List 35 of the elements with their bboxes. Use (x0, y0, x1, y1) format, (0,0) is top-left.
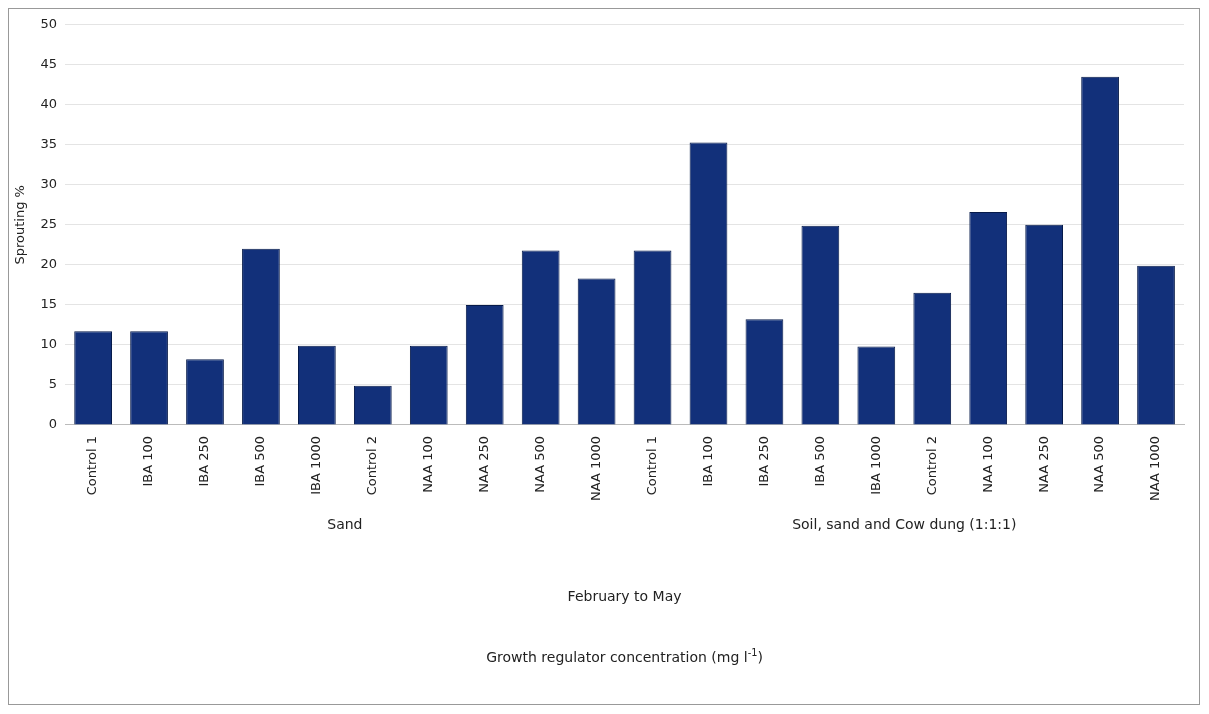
x-tick-label: NAA 500 (1091, 435, 1107, 493)
y-tick-label: 45 (40, 56, 58, 72)
x-tick-label: IBA 250 (755, 435, 771, 487)
x-tick-label: Control 2 (923, 435, 939, 496)
x-tick-label: IBA 250 (196, 435, 212, 487)
y-tick-label: 5 (48, 376, 58, 392)
y-tick-label: 30 (40, 176, 58, 192)
x-tick-label: NAA 250 (476, 435, 492, 493)
y-tick-label: 0 (48, 416, 58, 432)
y-axis-title: Sprouting % (12, 185, 28, 265)
text: Soil, sand and Cow dung (1:1:1) (792, 515, 1017, 532)
x-tick-label: NAA 100 (979, 435, 995, 493)
x-tick-label: IBA 1000 (867, 435, 883, 495)
y-tick-label: 10 (40, 336, 58, 352)
x-tick-label: NAA 1000 (587, 435, 603, 501)
text: Sand (327, 515, 363, 532)
x-tick-label: Control 2 (364, 435, 380, 496)
y-tick-label: 50 (40, 16, 58, 32)
x-tick-label: NAA 250 (1035, 435, 1051, 493)
x-tick-label: NAA 100 (420, 435, 436, 493)
y-tick-label: 20 (40, 256, 58, 272)
x-tick-label: IBA 500 (252, 435, 268, 487)
y-tick-label: 35 (40, 136, 58, 152)
x-tick-label: IBA 500 (811, 435, 827, 487)
x-tick-label: IBA 100 (699, 435, 715, 487)
y-tick-label: 25 (40, 216, 58, 232)
x-tick-label: IBA 1000 (308, 435, 324, 495)
y-tick-label: 40 (40, 96, 58, 112)
text: February to May (567, 587, 682, 604)
x-tick-label: NAA 500 (532, 435, 548, 493)
x-tick-label: Control 1 (643, 435, 659, 496)
x-tick-label: Control 1 (84, 435, 100, 496)
y-tick-label: 15 (40, 296, 58, 312)
x-tick-label: IBA 100 (140, 435, 156, 487)
x-tick-label: NAA 1000 (1147, 435, 1163, 501)
